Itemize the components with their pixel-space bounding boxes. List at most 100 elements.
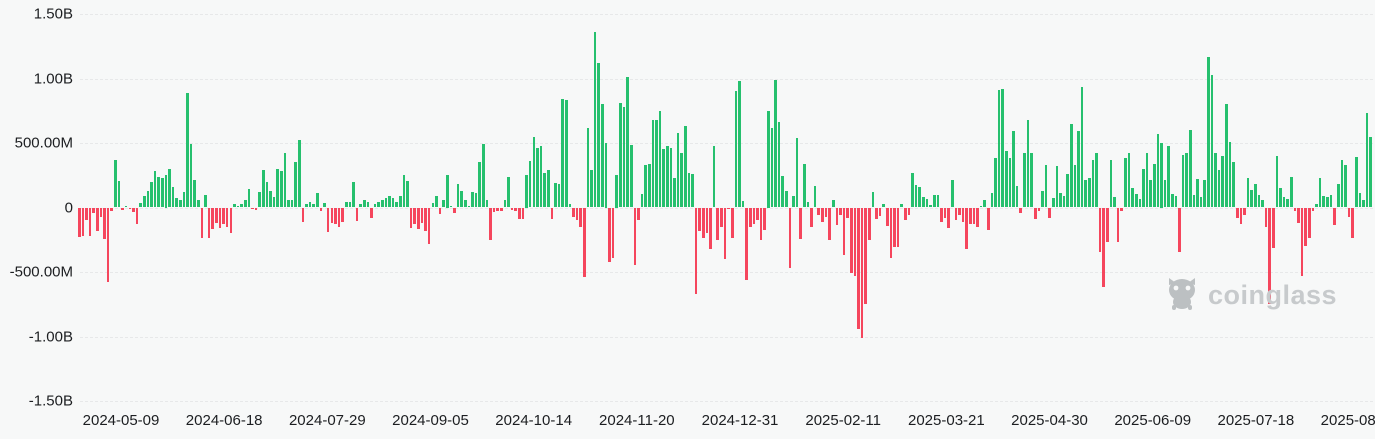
bar[interactable] — [817, 207, 821, 215]
bar[interactable] — [741, 201, 745, 208]
bar[interactable] — [1149, 179, 1152, 208]
bar[interactable] — [381, 200, 384, 208]
bar[interactable] — [1210, 74, 1214, 208]
bar[interactable] — [968, 207, 972, 224]
bar[interactable] — [92, 207, 96, 214]
bar[interactable] — [766, 110, 770, 208]
bar[interactable] — [355, 207, 359, 222]
bar[interactable] — [1160, 143, 1163, 208]
bar[interactable] — [1138, 199, 1142, 208]
bar[interactable] — [110, 207, 114, 212]
bar[interactable] — [135, 207, 139, 225]
bar[interactable] — [676, 132, 680, 208]
bar[interactable] — [990, 193, 994, 208]
bar[interactable] — [496, 207, 500, 212]
bar[interactable] — [1113, 196, 1116, 208]
bar[interactable] — [583, 207, 586, 278]
bar[interactable] — [759, 207, 763, 241]
bar[interactable] — [716, 207, 720, 241]
bar[interactable] — [1116, 207, 1120, 243]
bar[interactable] — [575, 207, 579, 220]
bar[interactable] — [748, 207, 752, 228]
bar[interactable] — [1189, 130, 1192, 208]
bar[interactable] — [705, 207, 709, 234]
bar[interactable] — [211, 207, 215, 230]
bar[interactable] — [453, 207, 456, 214]
bar[interactable] — [669, 147, 673, 208]
bar[interactable] — [1124, 158, 1127, 208]
bar[interactable] — [543, 172, 546, 208]
bar[interactable] — [193, 179, 197, 208]
bar[interactable] — [673, 177, 676, 208]
bar[interactable] — [1257, 194, 1261, 208]
bar[interactable] — [878, 207, 882, 216]
bar[interactable] — [456, 184, 460, 208]
bar[interactable] — [1225, 103, 1228, 208]
bar[interactable] — [352, 182, 355, 208]
bar[interactable] — [979, 206, 983, 208]
bar[interactable] — [391, 197, 395, 208]
bar[interactable] — [734, 90, 738, 208]
bar[interactable] — [312, 204, 316, 208]
bar[interactable] — [233, 203, 236, 208]
bar[interactable] — [756, 207, 759, 220]
bar[interactable] — [1264, 207, 1268, 228]
bar[interactable] — [1354, 156, 1358, 208]
bar[interactable] — [972, 207, 976, 225]
bar[interactable] — [882, 204, 885, 208]
bar[interactable] — [377, 201, 380, 208]
bar[interactable] — [128, 207, 132, 210]
bar[interactable] — [1170, 193, 1174, 208]
bar[interactable] — [651, 120, 655, 208]
bar[interactable] — [1069, 123, 1073, 208]
bar[interactable] — [402, 174, 406, 208]
bar[interactable] — [1250, 190, 1253, 208]
bar[interactable] — [925, 199, 929, 208]
bar[interactable] — [435, 195, 438, 208]
bar[interactable] — [308, 202, 312, 208]
bar[interactable] — [831, 200, 835, 208]
bar[interactable] — [362, 200, 366, 208]
bar[interactable] — [1167, 145, 1170, 208]
bar[interactable] — [821, 207, 824, 222]
bar[interactable] — [987, 207, 990, 231]
bar[interactable] — [251, 207, 254, 210]
bar[interactable] — [1102, 207, 1106, 287]
bar[interactable] — [940, 207, 943, 223]
bar[interactable] — [1228, 141, 1232, 208]
bar[interactable] — [388, 195, 391, 208]
bar[interactable] — [197, 199, 200, 208]
bar[interactable] — [799, 207, 803, 240]
bar[interactable] — [1095, 152, 1098, 208]
bar[interactable] — [867, 207, 871, 240]
bar[interactable] — [839, 207, 842, 216]
bar[interactable] — [337, 207, 341, 227]
bar[interactable] — [637, 207, 640, 220]
bar[interactable] — [503, 199, 507, 208]
bar[interactable] — [1145, 152, 1149, 208]
bar[interactable] — [124, 205, 128, 208]
bar[interactable] — [828, 207, 831, 241]
bar[interactable] — [1365, 113, 1369, 208]
bar[interactable] — [745, 207, 748, 280]
bar[interactable] — [1362, 200, 1365, 208]
bar[interactable] — [326, 207, 330, 232]
bar[interactable] — [85, 207, 88, 220]
bar[interactable] — [334, 207, 337, 224]
bar[interactable] — [958, 207, 961, 215]
bar[interactable] — [1048, 207, 1051, 218]
bar[interactable] — [1156, 133, 1160, 208]
bar[interactable] — [893, 207, 896, 247]
bar[interactable] — [622, 106, 626, 208]
bar[interactable] — [1246, 178, 1250, 208]
bar[interactable] — [546, 170, 550, 208]
bar[interactable] — [976, 207, 979, 227]
bar[interactable] — [907, 207, 911, 216]
bar[interactable] — [1062, 195, 1066, 208]
bar[interactable] — [918, 186, 922, 208]
bar[interactable] — [1239, 207, 1243, 225]
bar[interactable] — [846, 207, 849, 218]
bar[interactable] — [442, 200, 445, 208]
bar[interactable] — [774, 80, 777, 208]
bar[interactable] — [788, 207, 792, 269]
